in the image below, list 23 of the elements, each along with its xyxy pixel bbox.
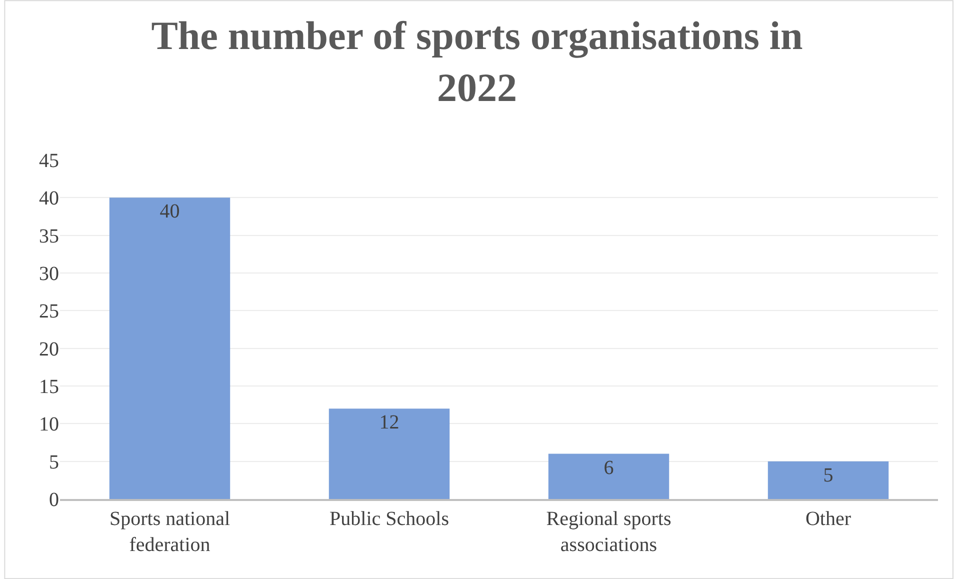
bar [328, 408, 450, 499]
chart-title: The number of sports organisations in 2022 [151, 13, 803, 110]
bar [548, 454, 670, 499]
y-tick-label: 45 [39, 150, 59, 172]
bar [768, 461, 889, 499]
y-tick-label: 30 [39, 263, 59, 285]
y-tick-label: 5 [49, 451, 59, 474]
data-label: 40 [160, 200, 180, 223]
data-label: 5 [823, 464, 834, 486]
x-tick-label: Other [805, 508, 852, 530]
y-tick-label: 20 [39, 338, 59, 360]
x-tick-label: Public Schools [330, 508, 450, 530]
y-tick-label: 15 [39, 376, 59, 398]
bar [109, 198, 230, 499]
y-tick-label: 40 [39, 188, 59, 210]
x-tick-label: Regional sports associations [546, 508, 672, 556]
x-tick-label: Sports national federation [109, 508, 230, 556]
data-label: 6 [604, 456, 614, 479]
y-tick-label: 0 [49, 489, 59, 511]
y-tick-label: 35 [39, 225, 59, 248]
y-tick-label: 25 [39, 300, 59, 323]
data-label: 12 [379, 412, 400, 434]
y-tick-label: 10 [39, 414, 59, 436]
